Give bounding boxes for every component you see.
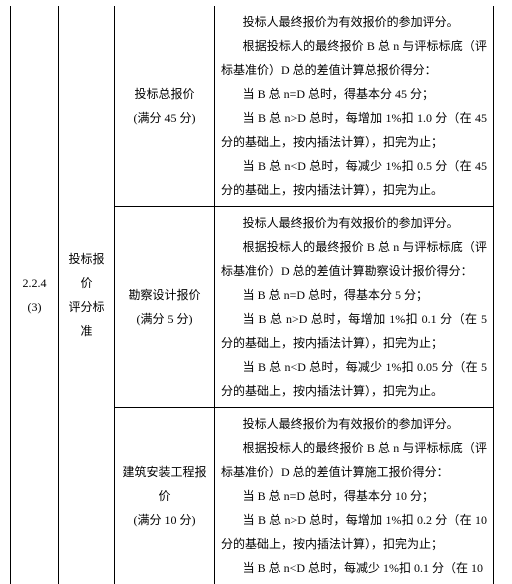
item-name-0-l2: (满分 45 分) <box>121 106 208 130</box>
index-num: 2.2.4 <box>17 271 52 295</box>
desc-2-4: 当 B 总 n<D 总时，每减少 1%扣 0.1 分（在 10 <box>221 556 487 580</box>
desc-2-2: 当 B 总 n=D 总时，得基本分 10 分； <box>221 484 487 508</box>
desc-1-0: 投标人最终报价为有效报价的参加评分。 <box>221 211 487 235</box>
cell-desc-1: 投标人最终报价为有效报价的参加评分。 根据投标人的最终报价 B 总 n 与评标标… <box>215 207 494 408</box>
desc-0-0: 投标人最终报价为有效报价的参加评分。 <box>221 10 487 34</box>
topic-l2: 评分标准 <box>65 295 108 343</box>
cell-item-0: 投标总报价 (满分 45 分) <box>115 6 215 207</box>
item-name-2-l1: 建筑安装工程报价 <box>121 460 208 508</box>
desc-1-3: 当 B 总 n>D 总时，每增加 1%扣 0.1 分（在 5分的基础上，按内插法… <box>221 307 487 355</box>
desc-2-3: 当 B 总 n>D 总时，每增加 1%扣 0.2 分（在 10分的基础上，按内插… <box>221 508 487 556</box>
item-name-0-l1: 投标总报价 <box>121 82 208 106</box>
desc-1-4: 当 B 总 n<D 总时，每减少 1%扣 0.05 分（在 5分的基础上，按内插… <box>221 355 487 403</box>
cell-desc-2: 投标人最终报价为有效报价的参加评分。 根据投标人的最终报价 B 总 n 与评标标… <box>215 408 494 584</box>
desc-2-1: 根据投标人的最终报价 B 总 n 与评标标底（评标基准价）D 总的差值计算施工报… <box>221 436 487 484</box>
desc-2-0: 投标人最终报价为有效报价的参加评分。 <box>221 412 487 436</box>
scoring-table: 2.2.4 (3) 投标报价 评分标准 投标总报价 (满分 45 分) 投标人最… <box>10 6 494 584</box>
index-sub: (3) <box>17 295 52 319</box>
desc-0-4: 当 B 总 n<D 总时，每减少 1%扣 0.5 分（在 45分的基础上，按内插… <box>221 154 487 202</box>
item-name-1-l2: (满分 5 分) <box>121 307 208 331</box>
cell-index: 2.2.4 (3) <box>11 6 59 584</box>
item-name-2-l2: (满分 10 分) <box>121 508 208 532</box>
cell-topic: 投标报价 评分标准 <box>59 6 115 584</box>
desc-0-2: 当 B 总 n=D 总时，得基本分 45 分； <box>221 82 487 106</box>
desc-1-2: 当 B 总 n=D 总时，得基本分 5 分； <box>221 283 487 307</box>
cell-item-1: 勘察设计报价 (满分 5 分) <box>115 207 215 408</box>
desc-1-1: 根据投标人的最终报价 B 总 n 与评标标底（评标基准价）D 总的差值计算勘察设… <box>221 235 487 283</box>
desc-0-3: 当 B 总 n>D 总时，每增加 1%扣 1.0 分（在 45分的基础上，按内插… <box>221 106 487 154</box>
item-name-1-l1: 勘察设计报价 <box>121 283 208 307</box>
topic-l1: 投标报价 <box>65 247 108 295</box>
cell-desc-0: 投标人最终报价为有效报价的参加评分。 根据投标人的最终报价 B 总 n 与评标标… <box>215 6 494 207</box>
cell-item-2: 建筑安装工程报价 (满分 10 分) <box>115 408 215 584</box>
desc-0-1: 根据投标人的最终报价 B 总 n 与评标标底（评标基准价）D 总的差值计算总报价… <box>221 34 487 82</box>
